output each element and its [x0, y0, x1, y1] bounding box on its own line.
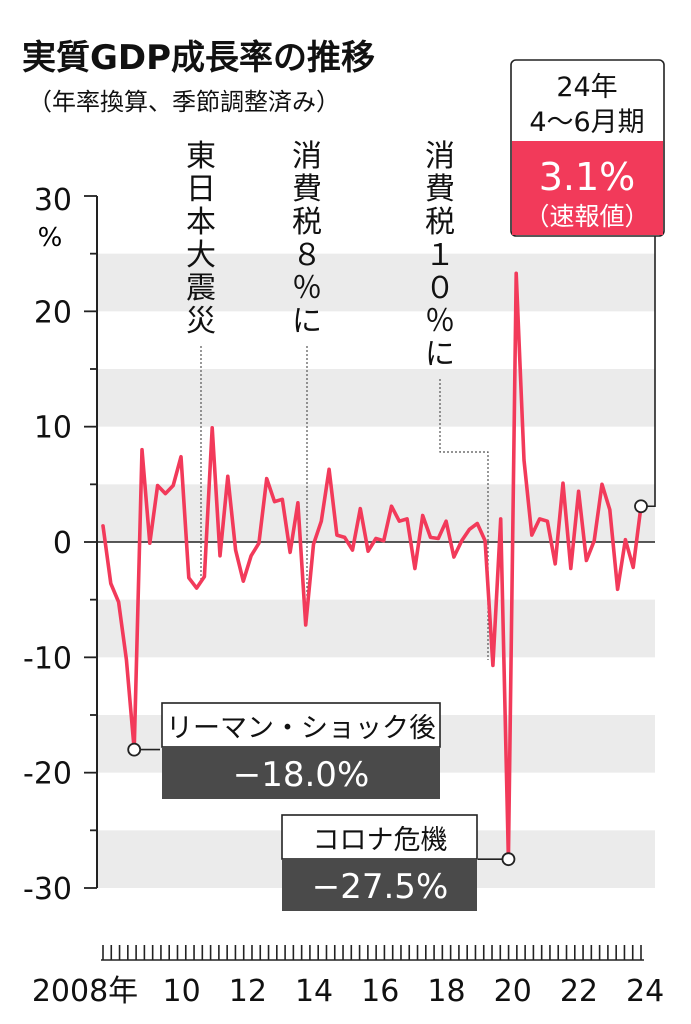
y-tick-label: 0 — [53, 526, 72, 561]
x-tick-label: 10 — [163, 974, 201, 1009]
event-label-char: 大 — [186, 238, 216, 273]
corona-point — [501, 852, 516, 867]
event-label-char: 日 — [186, 172, 216, 207]
event-label-char: に — [292, 304, 322, 339]
event-label-char: 東 — [186, 139, 216, 174]
lehman-value: −18.0% — [233, 755, 370, 795]
chart-subtitle: （年率換算、季節調整済み） — [28, 88, 340, 116]
grid-band — [97, 369, 655, 427]
event-label-char: ％ — [425, 304, 455, 339]
gdp-series-line — [101, 271, 643, 861]
latest-period-line2: 4〜6月期 — [529, 107, 644, 138]
corona-value: −27.5% — [312, 867, 449, 907]
y-tick-label: 10 — [34, 411, 72, 446]
y-ticks: 30 20 10 0 -10 -20 -30 — [23, 183, 97, 907]
corona-value-box — [282, 859, 477, 911]
event-label-char: 税 — [292, 205, 322, 240]
event-label-char: 費 — [425, 172, 455, 207]
y-tick-label: 20 — [34, 295, 72, 330]
grid-band — [97, 484, 655, 542]
event-label-char: 費 — [292, 172, 322, 207]
corona-label: コロナ危機 — [313, 825, 448, 856]
grid-band — [97, 253, 655, 312]
x-tick-label: 12 — [229, 974, 267, 1009]
corona-label-box — [281, 814, 478, 860]
latest-point — [634, 499, 648, 514]
lehman-label: リーマン・ショック後 — [166, 713, 436, 744]
event-label-char: 税 — [425, 205, 455, 240]
event-label-char: １ — [425, 238, 455, 273]
callouts: リーマン・ショック後 −18.0% コロナ危機 −27.5% 24年 4〜6月期 3.1% （… — [127, 59, 665, 911]
x-tick-label: 24 — [626, 974, 664, 1009]
event-leader — [439, 379, 489, 660]
y-unit-label: % — [38, 223, 63, 253]
y-tick-label: -20 — [23, 757, 72, 792]
event-label-char: ８ — [292, 238, 322, 273]
x-tick-label: 16 — [361, 974, 399, 1009]
x-tick-label: 14 — [295, 974, 333, 1009]
lehman-label-box — [161, 702, 441, 748]
grid-band — [97, 599, 655, 658]
lehman-value-box — [162, 747, 440, 799]
x-tick-label: 18 — [427, 974, 465, 1009]
event-label-char: ０ — [425, 271, 455, 306]
latest-period-line1: 24年 — [556, 72, 617, 103]
event-label-char: 消 — [292, 139, 322, 174]
y-tick-label: -10 — [23, 641, 72, 676]
event-label-char: に — [425, 337, 455, 372]
event-label-char: 震 — [186, 271, 216, 306]
event-label-char: 災 — [186, 304, 216, 339]
y-tick-label: 30 — [34, 183, 72, 218]
latest-value-box — [512, 141, 663, 235]
x-tick-label: 20 — [494, 974, 532, 1009]
latest-note: （速報値） — [524, 202, 649, 231]
lehman-point — [127, 742, 142, 757]
latest-value: 3.1% — [539, 155, 636, 199]
chart-title: 実質GDP成長率の推移 — [22, 38, 376, 78]
x-tick-label: 2008年 — [32, 974, 138, 1009]
x-ticks: 2008年 10 12 14 16 18 20 22 24 — [32, 945, 664, 1009]
x-tick-label: 22 — [560, 974, 598, 1009]
event-label-char: 消 — [425, 139, 455, 174]
event-label-char: ％ — [292, 271, 322, 306]
event-label-char: 本 — [186, 205, 216, 240]
y-tick-label: -30 — [23, 872, 72, 907]
